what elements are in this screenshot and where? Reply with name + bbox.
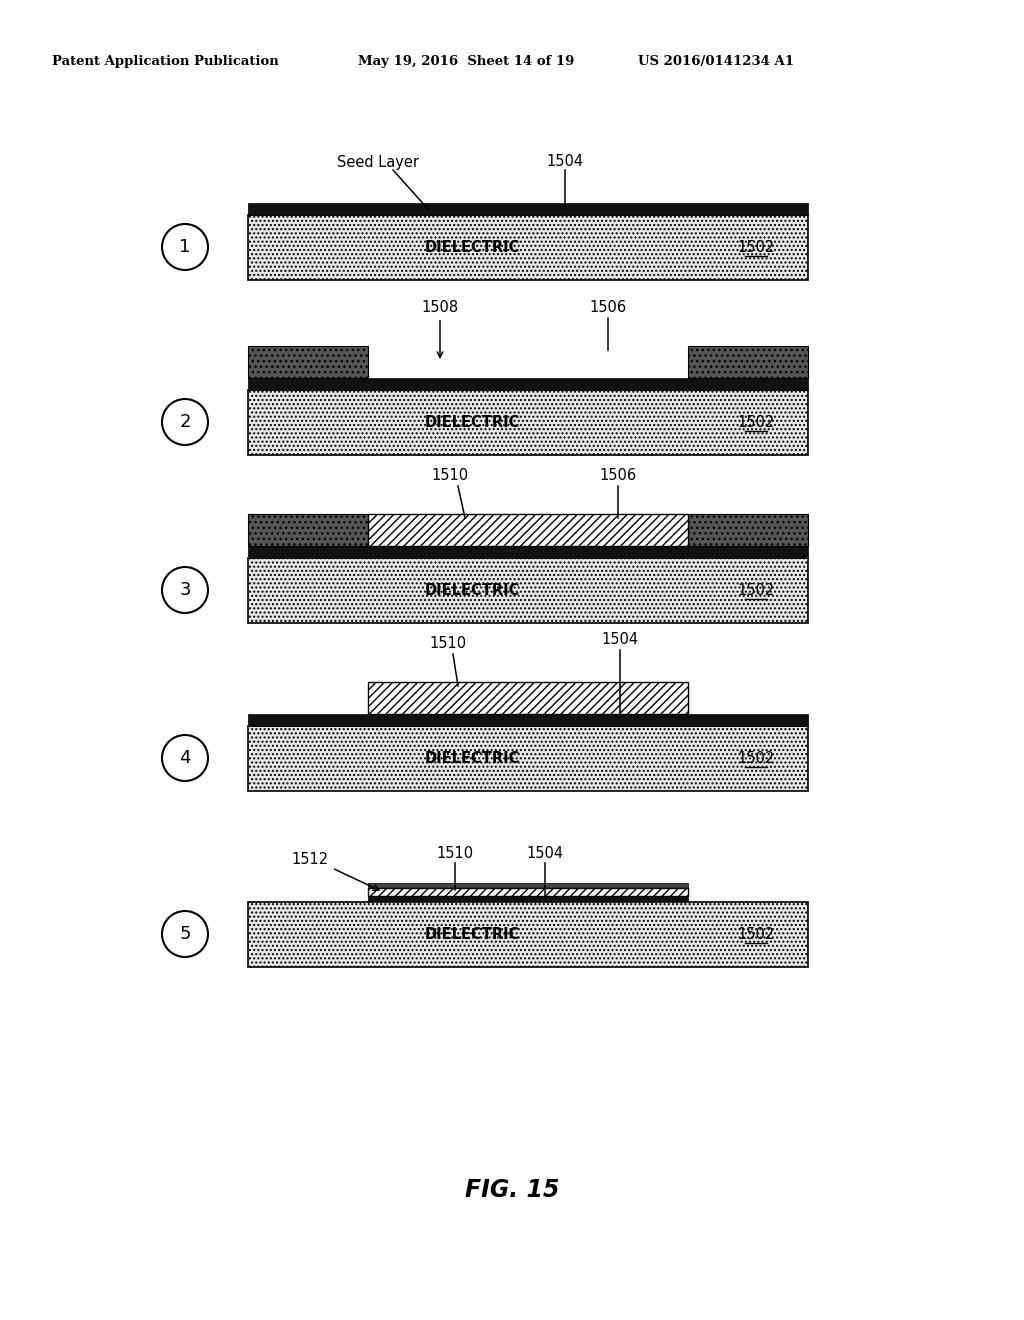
Bar bbox=[688, 346, 808, 378]
Text: 2: 2 bbox=[179, 413, 190, 432]
Text: 1502: 1502 bbox=[737, 583, 774, 598]
Bar bbox=[368, 888, 688, 896]
Text: 1504: 1504 bbox=[547, 154, 584, 169]
Text: 1506: 1506 bbox=[599, 469, 637, 483]
Text: 1504: 1504 bbox=[601, 632, 639, 648]
Bar bbox=[248, 389, 808, 455]
Text: 1506: 1506 bbox=[590, 301, 627, 315]
Circle shape bbox=[162, 568, 208, 612]
Bar bbox=[248, 378, 808, 389]
Text: 1502: 1502 bbox=[737, 414, 774, 430]
Text: DIELECTRIC: DIELECTRIC bbox=[424, 414, 520, 430]
Text: 1502: 1502 bbox=[737, 751, 774, 766]
Circle shape bbox=[162, 735, 208, 781]
Text: 3: 3 bbox=[179, 581, 190, 599]
Bar bbox=[248, 513, 368, 546]
Text: DIELECTRIC: DIELECTRIC bbox=[424, 927, 520, 942]
Text: Patent Application Publication: Patent Application Publication bbox=[52, 55, 279, 69]
Text: 4: 4 bbox=[179, 748, 190, 767]
Text: FIG. 15: FIG. 15 bbox=[465, 1177, 559, 1203]
Bar bbox=[368, 682, 688, 714]
Bar bbox=[368, 896, 688, 902]
Circle shape bbox=[162, 911, 208, 957]
Text: US 2016/0141234 A1: US 2016/0141234 A1 bbox=[638, 55, 794, 69]
Text: 5: 5 bbox=[179, 925, 190, 942]
Bar bbox=[248, 203, 808, 215]
Circle shape bbox=[162, 224, 208, 271]
Bar bbox=[248, 346, 368, 378]
Text: May 19, 2016  Sheet 14 of 19: May 19, 2016 Sheet 14 of 19 bbox=[358, 55, 574, 69]
Text: 1502: 1502 bbox=[737, 240, 774, 255]
Bar bbox=[248, 558, 808, 623]
Text: 1510: 1510 bbox=[431, 469, 469, 483]
Bar bbox=[248, 726, 808, 791]
Circle shape bbox=[162, 399, 208, 445]
Bar bbox=[688, 513, 808, 546]
Text: 1510: 1510 bbox=[436, 846, 473, 861]
Text: 1: 1 bbox=[179, 238, 190, 256]
Bar bbox=[248, 714, 808, 726]
Bar bbox=[368, 883, 688, 888]
Text: 1508: 1508 bbox=[422, 301, 459, 315]
Text: 1504: 1504 bbox=[526, 846, 563, 861]
Text: DIELECTRIC: DIELECTRIC bbox=[424, 583, 520, 598]
Text: 1512: 1512 bbox=[292, 853, 329, 867]
Text: Seed Layer: Seed Layer bbox=[337, 154, 419, 169]
Bar bbox=[248, 215, 808, 280]
Bar bbox=[248, 902, 808, 968]
Text: 1502: 1502 bbox=[737, 927, 774, 942]
Text: DIELECTRIC: DIELECTRIC bbox=[424, 751, 520, 766]
Text: DIELECTRIC: DIELECTRIC bbox=[424, 240, 520, 255]
Bar bbox=[248, 546, 808, 558]
Bar bbox=[368, 513, 688, 546]
Text: 1510: 1510 bbox=[429, 636, 467, 652]
